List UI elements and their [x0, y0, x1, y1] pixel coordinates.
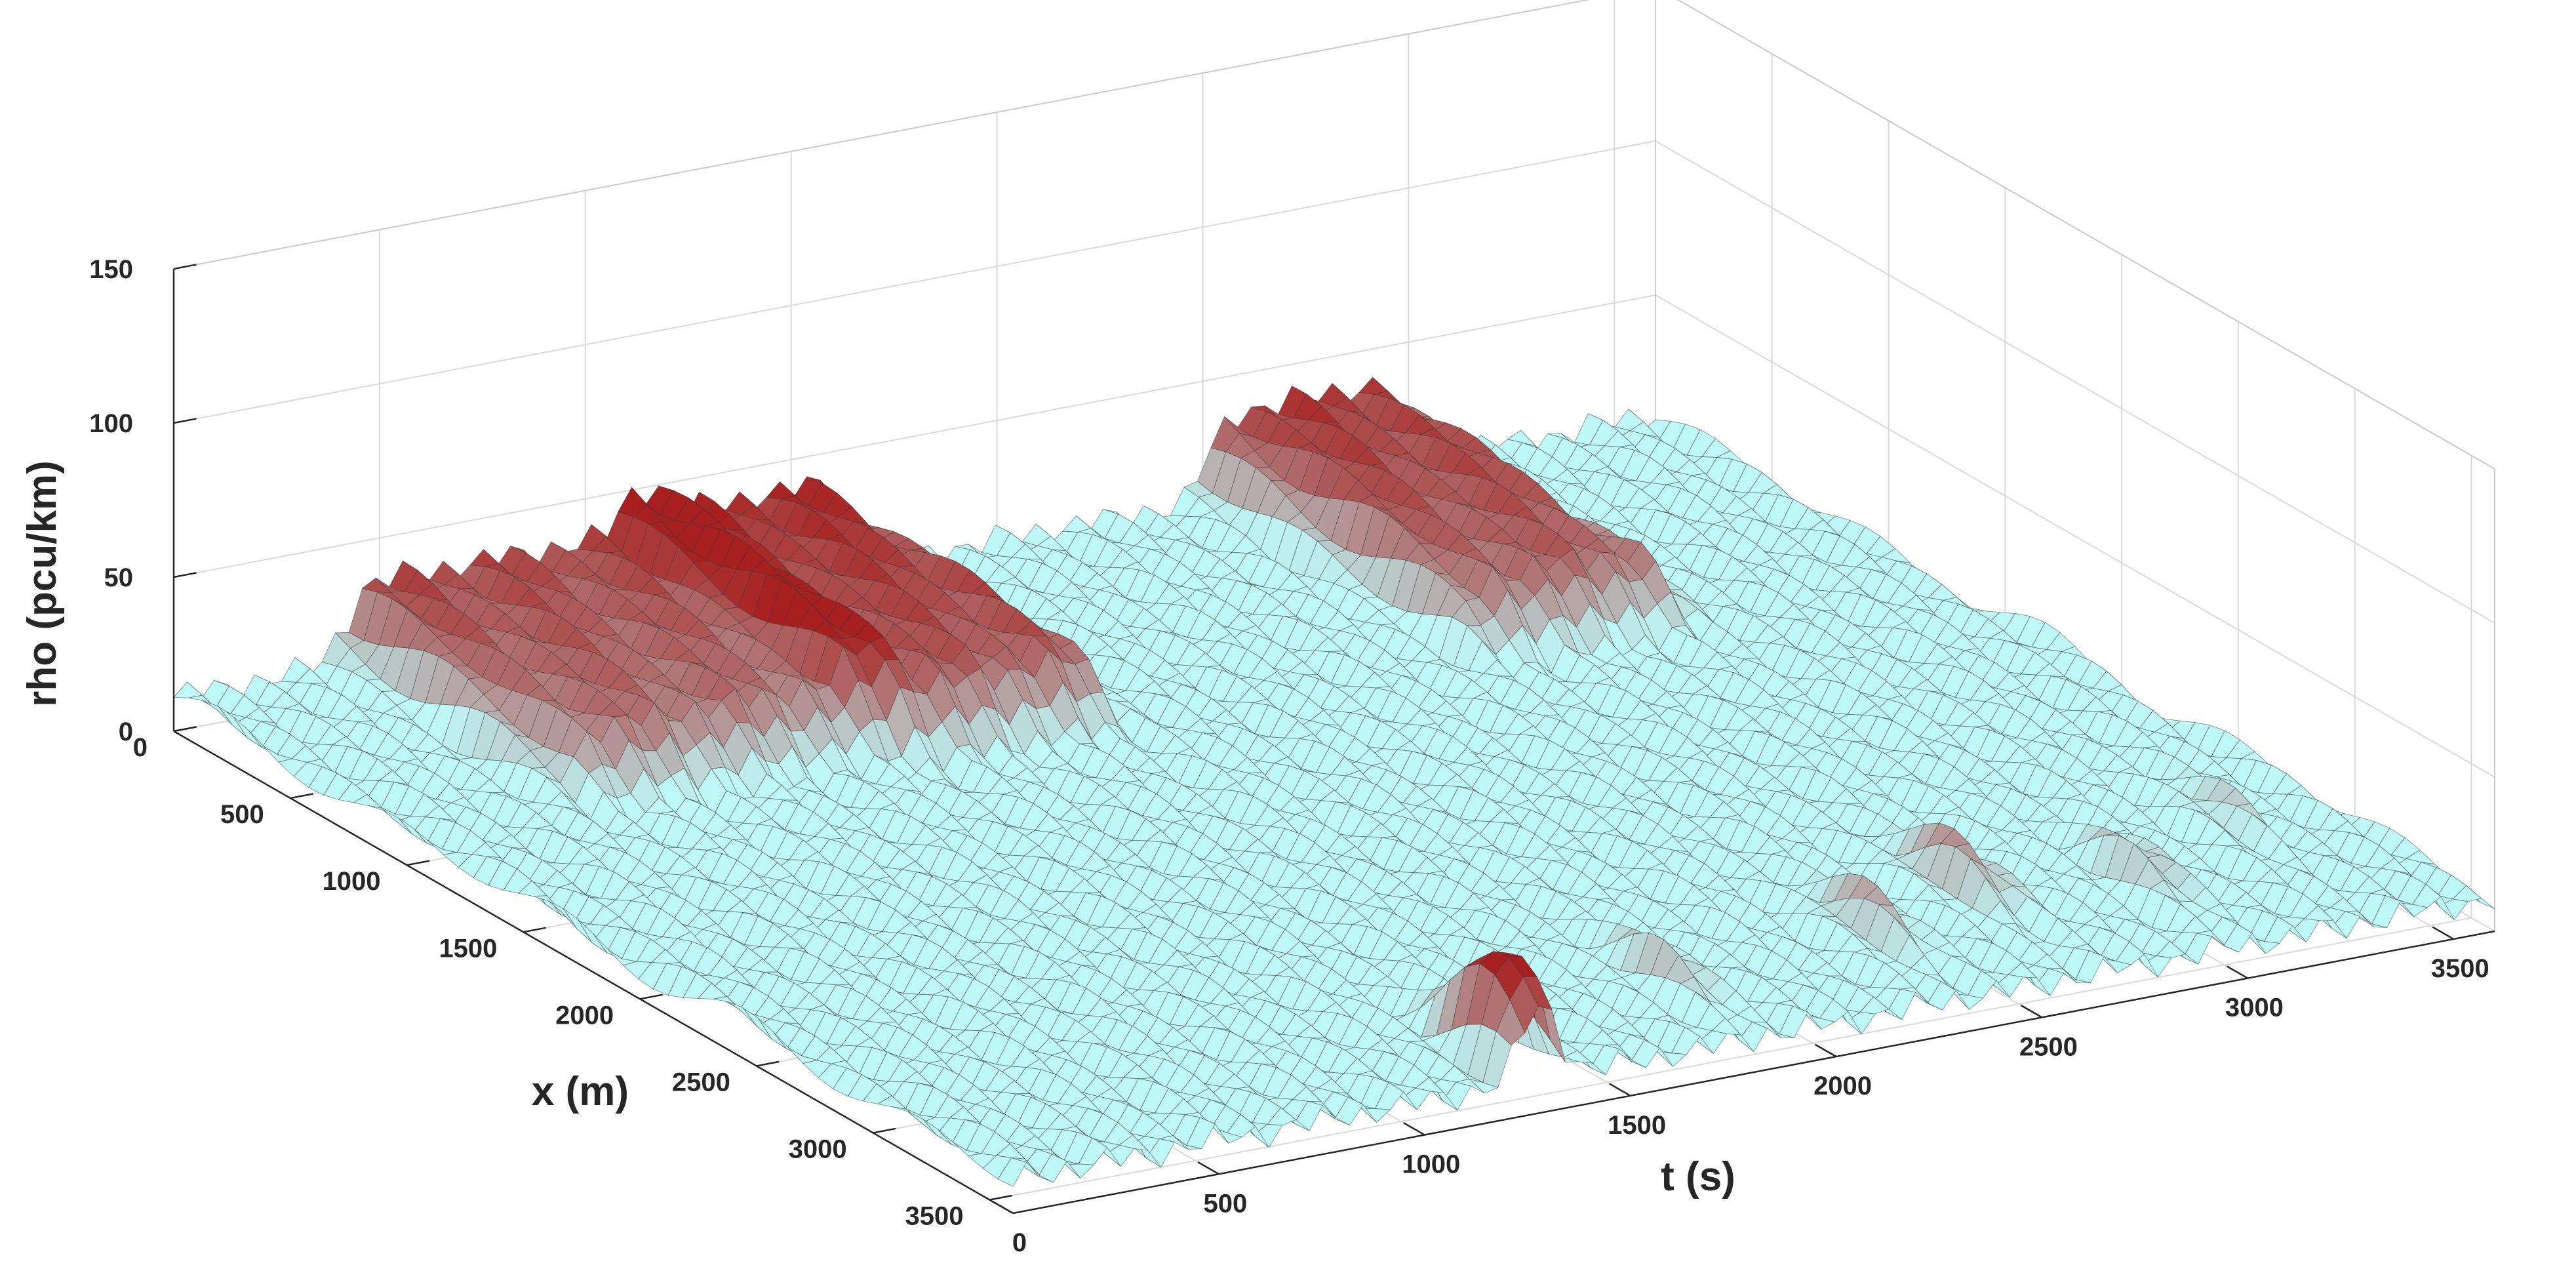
- side-wall-grid-line: [1655, 294, 2495, 778]
- floor-grid-line: [989, 917, 2472, 1201]
- surface-layer: [173, 376, 2495, 1187]
- back-wall-grid-line: [173, 140, 1656, 424]
- side-wall-grid-line: [1676, 0, 2495, 470]
- back-wall-grid-line: [173, 294, 1656, 578]
- box-edge: [173, 0, 1591, 270]
- back-wall-grid-line: [173, 0, 1591, 270]
- box-edge: [1676, 0, 2495, 470]
- side-wall-grid-line: [1655, 140, 2495, 624]
- surface-patch: [173, 681, 203, 698]
